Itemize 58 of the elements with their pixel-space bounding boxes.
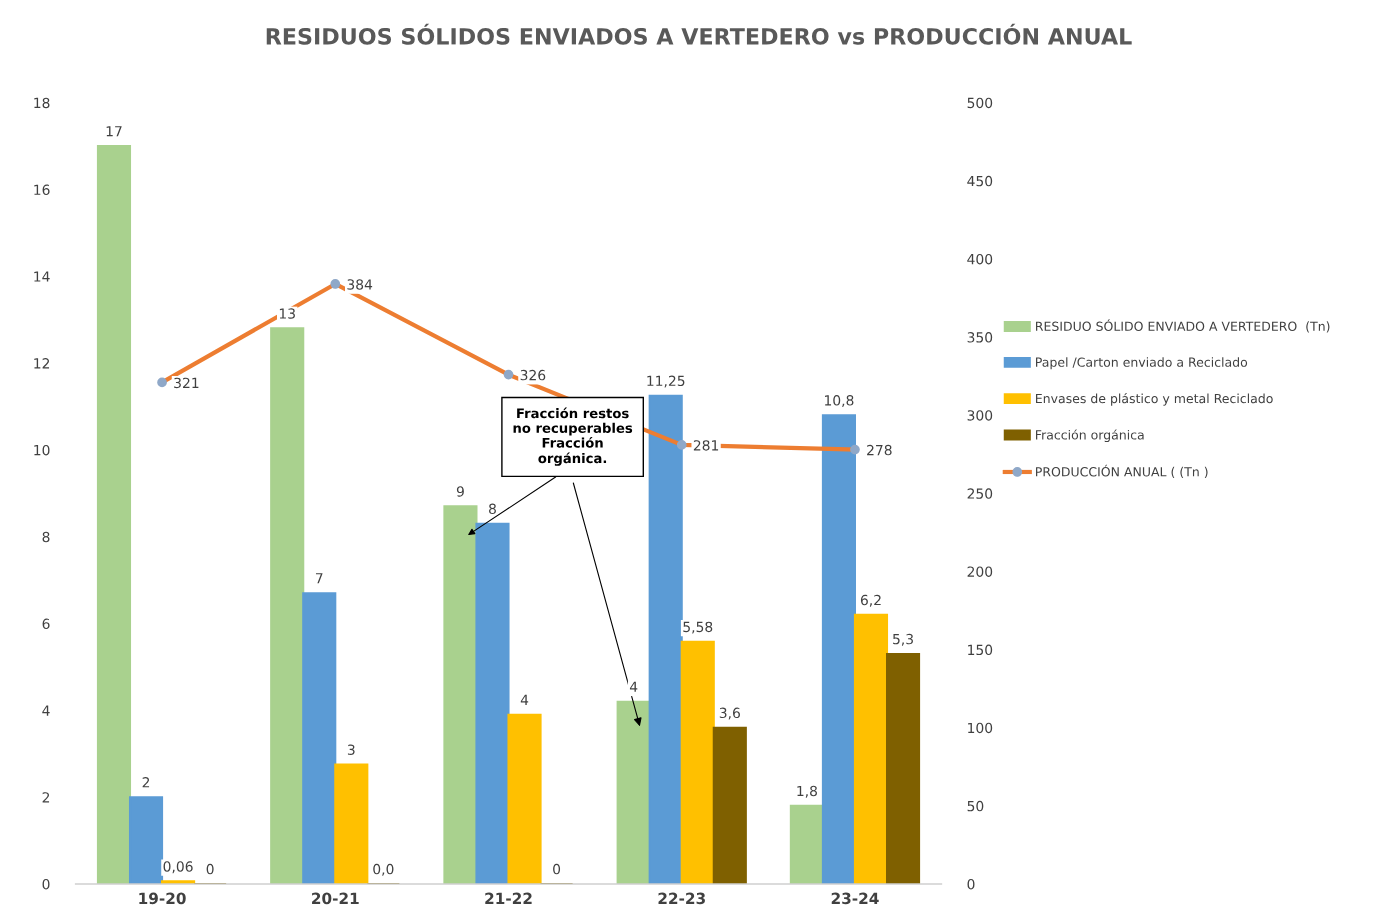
data-label: 4 xyxy=(520,694,529,705)
y-tick-label: 4 xyxy=(42,705,50,716)
y-tick-label: 14 xyxy=(34,271,50,282)
y2-tick-label: 150 xyxy=(968,644,993,656)
data-label: 0,0 xyxy=(373,863,394,876)
data-label: 8 xyxy=(489,503,496,515)
data-label: 4 xyxy=(629,681,638,692)
data-label: 5,58 xyxy=(683,621,713,634)
data-label: 10,8 xyxy=(825,395,854,407)
data-label: 17 xyxy=(106,126,122,137)
data-label: 5,3 xyxy=(893,633,913,646)
y2-tick-label: 300 xyxy=(967,410,993,421)
y-tick-label: 16 xyxy=(34,184,50,195)
data-label: 6,2 xyxy=(860,594,881,607)
y-tick-label: 12 xyxy=(34,358,50,369)
legend-label: Fracción orgánica xyxy=(1036,429,1144,442)
y-tick-label: 8 xyxy=(42,531,50,543)
x-tick-label: 21-22 xyxy=(485,892,532,904)
y2-tick-label: 50 xyxy=(967,800,984,812)
y-tick-label: 6 xyxy=(42,618,50,630)
y2-tick-label: 200 xyxy=(967,566,993,577)
y2-tick-label: 100 xyxy=(968,722,993,734)
data-label: 384 xyxy=(347,279,373,290)
data-label: 9 xyxy=(456,486,464,497)
data-label: 0 xyxy=(206,863,214,875)
data-label: 7 xyxy=(315,573,323,584)
y2-tick-label: 500 xyxy=(967,97,993,109)
legend-label: Envases de plástico y metal Reciclado xyxy=(1036,393,1273,406)
y-tick-label: 10 xyxy=(34,444,50,456)
x-tick-label: 23-24 xyxy=(831,892,879,905)
y2-tick-label: 0 xyxy=(967,878,975,890)
y-tick-label: 18 xyxy=(34,97,50,109)
data-label: 2 xyxy=(142,777,150,788)
y2-tick-label: 400 xyxy=(967,253,993,265)
data-label: 3,6 xyxy=(719,707,740,720)
chart-title: RESIDUOS SÓLIDOS ENVIADOS A VERTEDERO vs PRODUCCIÓN ANUAL xyxy=(266,23,1132,45)
data-label: 1,8 xyxy=(797,785,817,798)
legend-label: Papel /Carton enviado a Reciclado xyxy=(1036,357,1248,370)
y2-tick-label: 450 xyxy=(967,175,993,187)
y-tick-label: 0 xyxy=(42,878,50,890)
data-label: 0,06 xyxy=(163,861,193,874)
data-label: 11,25 xyxy=(647,375,685,388)
data-label: 281 xyxy=(693,440,719,451)
x-tick-label: 19-20 xyxy=(139,892,186,905)
data-label: 0 xyxy=(553,863,561,875)
x-tick-label: 22-23 xyxy=(658,892,705,905)
y2-tick-label: 250 xyxy=(967,488,993,499)
y-tick-label: 2 xyxy=(42,792,50,803)
legend-label: RESIDUO SÓLIDO ENVIADO A VERTEDERO (Tn) xyxy=(1036,319,1330,333)
data-label: 13 xyxy=(279,308,295,319)
annotation: Fracción restos no recuperables Fracción orgánica. xyxy=(513,407,633,466)
data-label: 278 xyxy=(867,444,892,456)
y2-tick-label: 350 xyxy=(967,332,993,343)
data-label: 3 xyxy=(347,744,355,755)
x-tick-label: 20-21 xyxy=(312,892,359,905)
data-label: 321 xyxy=(174,377,199,389)
data-label: 326 xyxy=(520,369,546,381)
legend-label: PRODUCCIÓN ANUAL ( (Tn ) xyxy=(1036,464,1208,478)
